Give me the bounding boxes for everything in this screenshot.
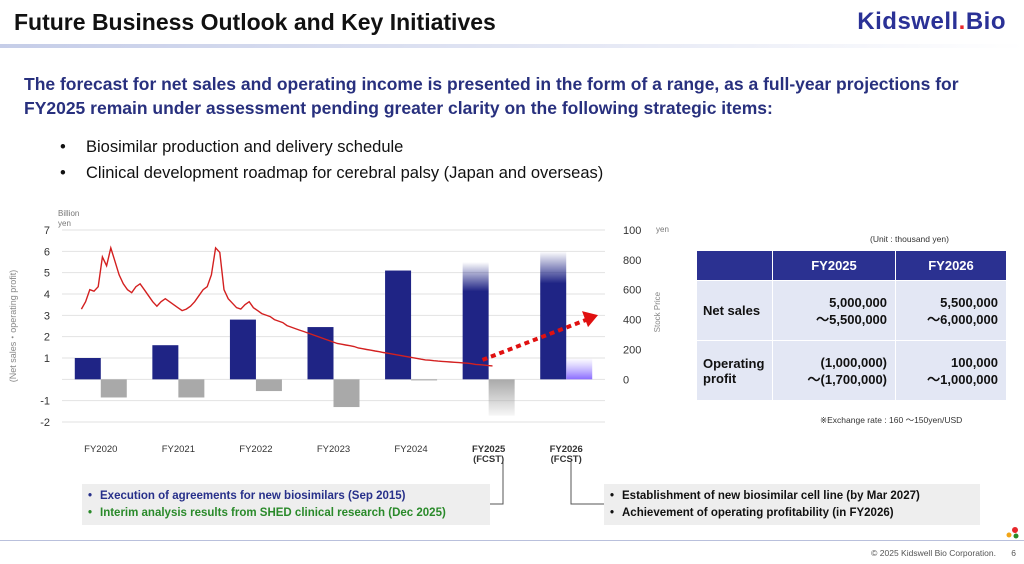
y-right-tick-label: 200 — [623, 344, 641, 356]
table-header-empty — [696, 250, 773, 281]
y-right-tick-label: 600 — [623, 285, 641, 297]
callout-connector-left — [490, 462, 504, 505]
row-label-operating-profit: Operating profit — [696, 340, 773, 401]
stock-price-line-group — [80, 245, 598, 367]
net-sales-bar — [229, 319, 256, 380]
stock-price-line — [80, 245, 493, 367]
y-right-unit: yen — [656, 225, 669, 234]
x-category-label: (FCST) — [473, 454, 504, 465]
strategic-items-list: Biosimilar production and delivery sched… — [58, 134, 603, 186]
decorative-dots-icon — [1006, 527, 1019, 539]
y-left-tick-label: 2 — [44, 332, 50, 344]
y-left-tick-label: 5 — [44, 268, 50, 280]
x-category-label: (FCST) — [551, 454, 582, 465]
operating-profit-bar — [178, 379, 205, 398]
x-category-label: FY2021 — [162, 444, 195, 455]
strategic-item: Clinical development roadmap for cerebra… — [58, 160, 603, 186]
y-left-unit: yen — [58, 219, 71, 228]
table-header-fy2026: FY2026 — [895, 250, 1007, 281]
operating-profit-bar — [411, 379, 438, 381]
cell-net-sales-fy2025: 5,000,000 ～5,500,000 — [771, 280, 897, 341]
lead-text: The forecast for net sales and operating… — [24, 74, 959, 118]
trend-arrow-line — [481, 317, 589, 362]
y-left-tick-label: -1 — [40, 396, 50, 408]
exchange-rate-note: ※Exchange rate : 160 ～150yen/USD — [820, 415, 963, 425]
milestones-left-box: • Execution of agreements for new biosimi… — [82, 484, 490, 525]
cell-net-sales-fy2026: 5,500,000 ～6,000,000 — [895, 280, 1007, 341]
y-left-axis-label: (Net sales・operating profit) — [8, 270, 18, 383]
table-unit-label: (Unit : thousand yen) — [870, 234, 949, 244]
milestone-item: • Achievement of operating profitability … — [610, 507, 894, 519]
net-sales-bar — [540, 251, 567, 380]
milestone-item: • Execution of agreements for new biosimi… — [88, 490, 406, 502]
cell-operating-profit-fy2025: (1,000,000) ～(1,700,000) — [771, 340, 897, 401]
net-sales-bar — [152, 345, 179, 380]
milestones-right-box: • Establishment of new biosimilar cell li… — [604, 484, 980, 525]
table-header-fy2025: FY2025 — [771, 250, 897, 281]
x-category-label: FY2025 — [472, 444, 506, 455]
y-right-axis-label: Stock Price — [653, 291, 662, 332]
y-left-tick-label: 1 — [44, 353, 50, 365]
company-logo: Kidswell.Bio — [857, 8, 1006, 35]
y-left-tick-label: -2 — [40, 417, 50, 429]
y-right-tick-label: 0 — [623, 374, 629, 386]
operating-profit-bar — [333, 379, 360, 408]
y-left-unit: Billion — [58, 209, 79, 218]
page-title: Future Business Outlook and Key Initiati… — [14, 9, 496, 35]
y-left-tick-label: 3 — [44, 310, 50, 322]
operating-profit-bar — [255, 379, 282, 392]
table-header-row: FY2025 FY2026 — [696, 250, 1007, 281]
x-category-label: FY2020 — [84, 444, 117, 455]
milestone-item: • Interim analysis results from SHED clin… — [88, 507, 446, 519]
y-right-tick-label: 800 — [623, 255, 641, 267]
operating-profit-bar — [488, 379, 515, 416]
page-number: 6 — [1011, 548, 1016, 558]
net-sales-bar — [74, 358, 101, 380]
y-right-tick-label: 100 — [623, 225, 641, 237]
milestone-item: • Establishment of new biosimilar cell li… — [610, 490, 920, 502]
header-divider — [0, 44, 1024, 48]
forecast-table: FY2025 FY2026 Net sales 5,000,000 ～5,500,… — [696, 250, 1007, 401]
row-label-net-sales: Net sales — [696, 280, 773, 341]
x-category-label: FY2022 — [239, 444, 272, 455]
footer-divider — [0, 540, 1024, 541]
operating-profit-bar — [100, 379, 127, 398]
y-right-tick-label: 400 — [623, 315, 641, 327]
strategic-item: Biosimilar production and delivery sched… — [58, 134, 603, 160]
x-category-label: FY2026 — [550, 444, 583, 455]
chart-bars — [74, 251, 593, 416]
table-row: Operating profit (1,000,000) ～(1,700,000) … — [696, 340, 1007, 401]
net-sales-bar — [462, 262, 489, 380]
operating-profit-bar — [566, 358, 593, 380]
x-category-label: FY2023 — [317, 444, 350, 455]
net-sales-bar — [307, 327, 334, 380]
trend-arrow-head — [582, 311, 598, 328]
y-left-tick-label: 6 — [44, 246, 50, 258]
copyright-text: © 2025 Kidswell Bio Corporation. — [871, 548, 996, 558]
callout-connector-right — [570, 462, 604, 505]
y-left-tick-label: 4 — [44, 289, 50, 301]
table-row: Net sales 5,000,000 ～5,500,000 5,500,000 ～… — [696, 280, 1007, 341]
x-category-label: FY2024 — [394, 444, 427, 455]
cell-operating-profit-fy2026: 100,000 ～1,000,000 — [895, 340, 1007, 401]
header: Future Business Outlook and Key Initiati… — [0, 0, 1024, 48]
y-left-tick-label: 7 — [44, 225, 50, 237]
net-sales-bar — [385, 270, 412, 380]
